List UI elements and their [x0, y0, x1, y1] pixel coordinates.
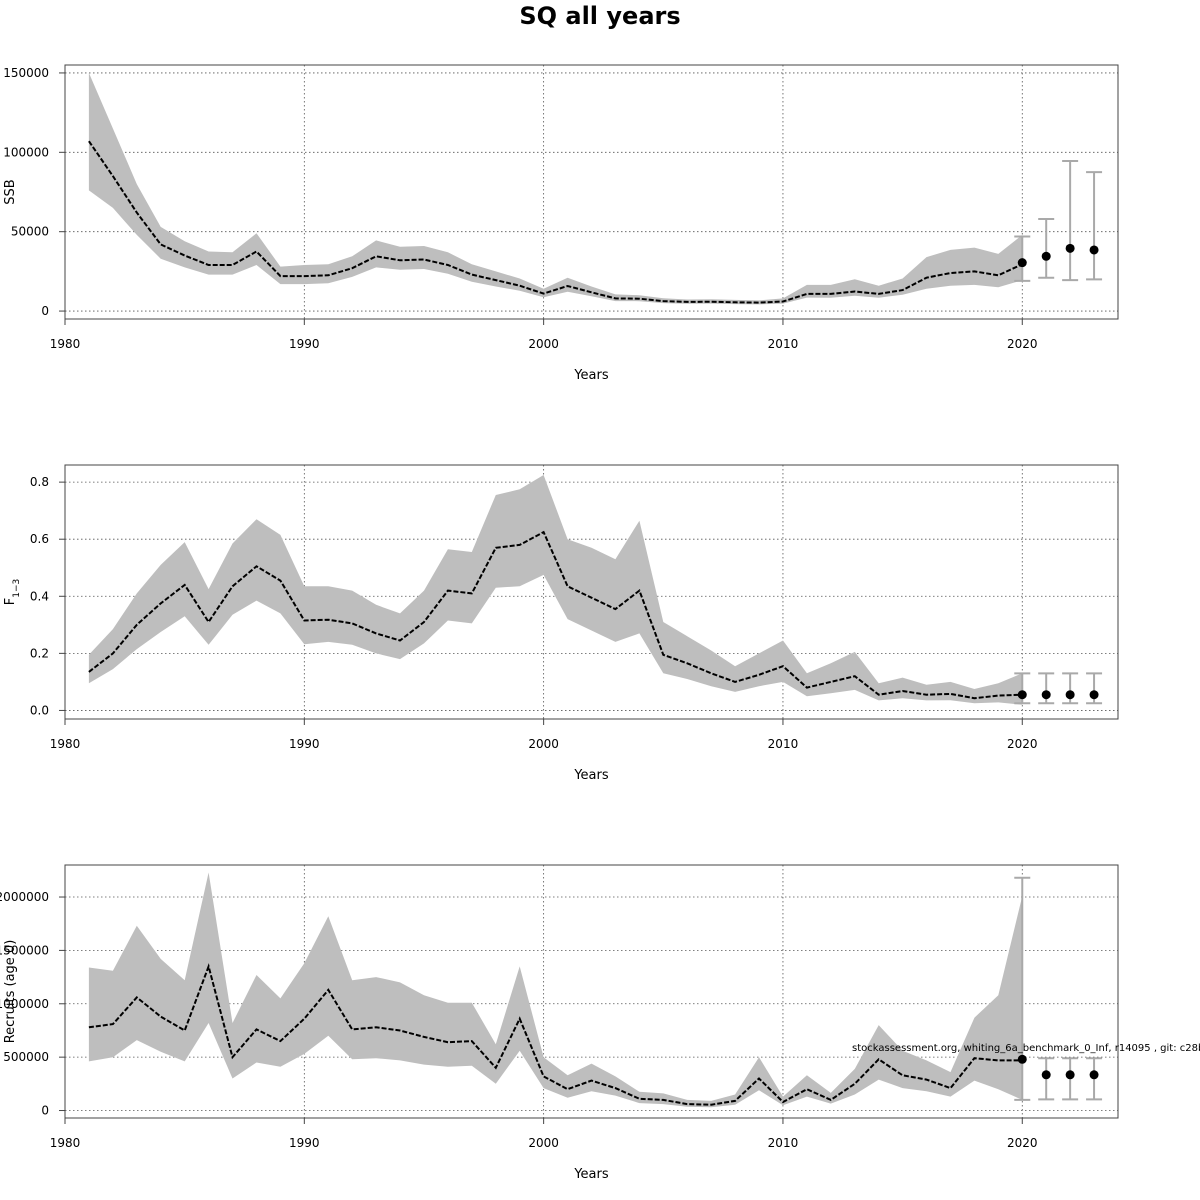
x-tick-label: 2010	[768, 737, 799, 751]
x-tick-label: 1980	[50, 737, 81, 751]
confidence-band	[88, 872, 1023, 1108]
y-axis-label: Recruits (age 0)	[3, 940, 18, 1044]
x-tick-label: 1990	[289, 737, 320, 751]
y-tick-label: 0.0	[30, 703, 49, 717]
estimate-line	[88, 963, 1023, 1106]
y-tick-label: 1000000	[0, 997, 49, 1011]
x-tick-label: 2000	[528, 1136, 559, 1150]
plot-frame	[64, 864, 1119, 1119]
footnote: stockassessment.org, whiting_6a_benchmar…	[852, 1043, 1200, 1054]
y-tick-label: 1500000	[0, 943, 49, 957]
forecast-point	[1041, 251, 1051, 261]
y-tick-label: 100000	[3, 145, 49, 159]
x-axis-label: Years	[573, 768, 609, 783]
panel-2: 1980 1990 2000 2010 2020 0.0 0.2 0.4 0.6 0.8 Years…	[3, 464, 1119, 783]
y-axis-label-subscript: 1−3	[12, 579, 22, 598]
confidence-band	[88, 72, 1023, 305]
plot-frame	[64, 464, 1119, 720]
y-tick-label: 500000	[3, 1050, 49, 1064]
forecast-point	[1089, 245, 1099, 255]
x-axis-label: Years	[573, 1167, 609, 1182]
y-tick-label: 50000	[11, 225, 49, 239]
y-tick-label: 0.6	[30, 532, 49, 546]
x-tick-label: 1980	[50, 337, 81, 351]
y-tick-label: 0.8	[30, 475, 49, 489]
plot-frame	[64, 64, 1119, 320]
forecast-point	[1089, 1070, 1099, 1080]
forecast-point	[1041, 690, 1051, 700]
forecast-point	[1089, 690, 1099, 700]
y-axis-label: F1−3	[3, 579, 22, 605]
forecast-point	[1065, 243, 1075, 253]
y-tick-label: 0.4	[30, 589, 49, 603]
forecast-point	[1065, 690, 1075, 700]
forecast-point	[1017, 1054, 1027, 1064]
x-tick-label: 2000	[528, 337, 559, 351]
y-tick-label: 0	[41, 1104, 49, 1118]
y-tick-label: 2000000	[0, 890, 49, 904]
x-tick-label: 1990	[289, 1136, 320, 1150]
panel-1: 1980 1990 2000 2010 2020 0 50000 100000 150000 Ye…	[3, 64, 1119, 383]
chart-title: SQ all years	[519, 2, 680, 30]
x-axis-label: Years	[573, 368, 609, 383]
forecast-point	[1065, 1070, 1075, 1080]
x-tick-label: 2020	[1007, 1136, 1038, 1150]
y-tick-label: 0.2	[30, 646, 49, 660]
x-tick-label: 2020	[1007, 737, 1038, 751]
x-tick-label: 2010	[768, 337, 799, 351]
x-tick-label: 1990	[289, 337, 320, 351]
confidence-band	[88, 475, 1023, 705]
y-tick-label: 0	[41, 304, 49, 318]
forecast-point	[1017, 690, 1027, 700]
forecast-point	[1041, 1070, 1051, 1080]
x-tick-label: 2020	[1007, 337, 1038, 351]
estimate-line	[88, 530, 1023, 700]
forecast-point	[1017, 258, 1027, 268]
x-tick-label: 1980	[50, 1136, 81, 1150]
y-tick-label: 150000	[3, 66, 49, 80]
estimate-line	[88, 140, 1023, 304]
y-axis-label: SSB	[3, 179, 18, 204]
x-tick-label: 2010	[768, 1136, 799, 1150]
panel-3: 1980 1990 2000 2010 2020 0 500000 1000000 150000…	[0, 864, 1119, 1182]
x-tick-label: 2000	[528, 737, 559, 751]
